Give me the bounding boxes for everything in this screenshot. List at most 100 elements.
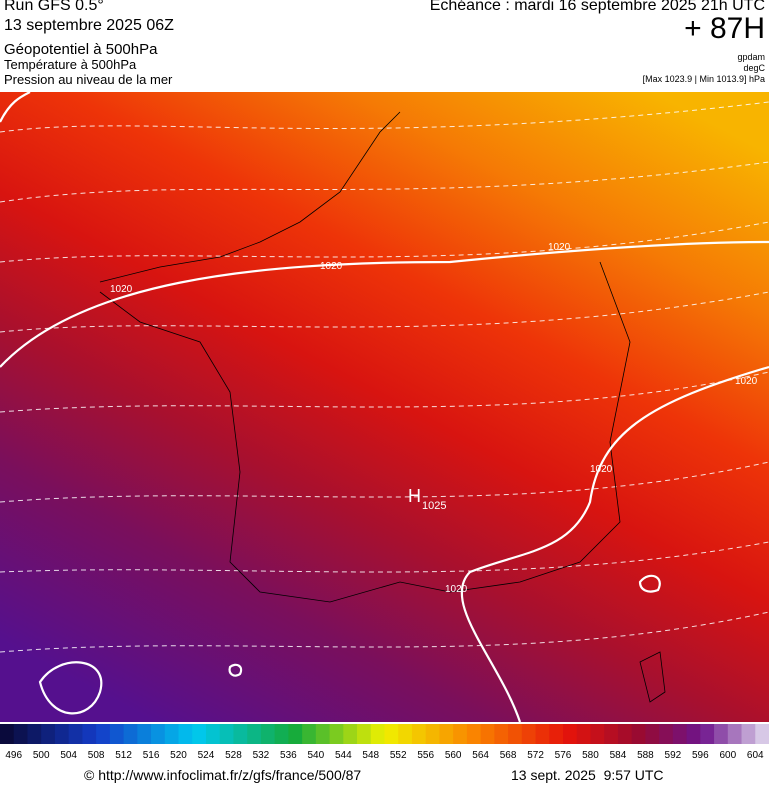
layer: Pression au niveau de la mer xyxy=(4,72,173,87)
colorbar-label: 548 xyxy=(362,750,379,761)
colorbar-swatch xyxy=(151,724,166,744)
colorbar-label: 512 xyxy=(115,750,132,761)
colorbar-swatch xyxy=(741,724,756,744)
source: © http://www.infoclimat.fr/z/gfs/france/… xyxy=(84,767,362,783)
colorbar-swatch xyxy=(700,724,715,744)
colorbar-swatch xyxy=(247,724,262,744)
isotherms xyxy=(0,101,769,653)
colorbar-swatch xyxy=(54,724,70,744)
unit: [Max 1023.9 | Min 1013.9] hPa xyxy=(642,74,765,84)
colorbar-swatch xyxy=(82,724,97,744)
colorbar-label: 584 xyxy=(610,750,627,761)
colorbar-label: 588 xyxy=(637,750,654,761)
colorbar-label: 596 xyxy=(692,750,709,761)
colorbar-swatch xyxy=(714,724,729,744)
colorbar-swatch xyxy=(398,724,413,744)
colorbar-swatch xyxy=(576,724,591,744)
colorbar-swatch xyxy=(659,724,674,744)
colorbar-label: 592 xyxy=(665,750,682,761)
colorbar-swatch xyxy=(686,724,701,744)
colorbar-swatch xyxy=(41,724,56,744)
colorbar-swatch xyxy=(508,724,523,744)
colorbar-swatch xyxy=(288,724,303,744)
colorbar-swatch xyxy=(494,724,509,744)
isobar-label: 1020 xyxy=(445,584,468,595)
colorbar-swatch xyxy=(755,724,769,744)
run-date: 13 septembre 2025 06Z xyxy=(4,17,174,34)
colorbar-label: 532 xyxy=(253,750,270,761)
coastlines xyxy=(99,111,666,703)
valid-time: Echéance : mardi 16 septembre 2025 21h U… xyxy=(429,0,765,14)
layer: Géopotentiel à 500hPa xyxy=(4,41,158,58)
colorbar-swatch xyxy=(329,724,344,744)
colorbar-swatch xyxy=(617,724,633,744)
colorbar-swatch xyxy=(219,724,234,744)
isobar-label: 1020 xyxy=(320,261,343,272)
colorbar-swatch xyxy=(521,724,537,744)
colorbar-swatch xyxy=(96,724,111,744)
colorbar-swatch xyxy=(343,724,358,744)
colorbar-swatch xyxy=(68,724,83,744)
colorbar-swatch xyxy=(480,724,495,744)
isobar-label: 1020 xyxy=(110,284,133,295)
colorbar-label: 516 xyxy=(143,750,160,761)
colorbar-swatch xyxy=(535,724,550,744)
isobars xyxy=(0,92,769,722)
colorbar-swatch xyxy=(370,724,385,744)
colorbar-swatch xyxy=(631,724,646,744)
colorbar-label: 576 xyxy=(555,750,572,761)
colorbar-swatch xyxy=(604,724,619,744)
colorbar-swatch xyxy=(0,724,15,744)
colorbar-label: 552 xyxy=(390,750,407,761)
colorbar-swatch xyxy=(645,724,660,744)
isobar-label: 1020 xyxy=(735,376,758,387)
colorbar-label: 568 xyxy=(500,750,517,761)
unit: gpdam xyxy=(737,52,765,62)
colorbar-swatch xyxy=(302,724,317,744)
lead-time: + 87H xyxy=(684,12,765,45)
layer: Température à 500hPa xyxy=(4,57,137,72)
colorbar-swatch xyxy=(411,724,427,744)
colorbar-label: 528 xyxy=(225,750,242,761)
colorbar-swatch xyxy=(425,724,440,744)
generated: 13 sept. 2025 9:57 UTC xyxy=(511,767,664,783)
isobar-label: 1020 xyxy=(590,464,613,475)
colorbar-label: 600 xyxy=(719,750,736,761)
colorbar: 496 500 504 508 512 516 520 524 528 532 536 540 544 5… xyxy=(0,724,769,761)
colorbar-swatch xyxy=(233,724,248,744)
high-marker: H xyxy=(408,486,421,506)
map: 1020 1020 1020 1020 1020 1020 H 1025 xyxy=(0,92,769,722)
colorbar-label: 540 xyxy=(307,750,324,761)
colorbar-label: 536 xyxy=(280,750,297,761)
run: Run GFS 0.5° xyxy=(4,0,104,14)
colorbar-label: 580 xyxy=(582,750,599,761)
colorbar-swatch xyxy=(672,724,688,744)
colorbar-label: 544 xyxy=(335,750,352,761)
colorbar-swatch xyxy=(727,724,743,744)
colorbar-label: 604 xyxy=(747,750,764,761)
colorbar-swatch xyxy=(563,724,578,744)
colorbar-label: 500 xyxy=(33,750,50,761)
colorbar-swatch xyxy=(466,724,482,744)
colorbar-swatch xyxy=(109,724,125,744)
colorbar-label: 564 xyxy=(472,750,489,761)
colorbar-swatch xyxy=(453,724,468,744)
colorbar-swatch xyxy=(164,724,180,744)
colorbar-label: 524 xyxy=(198,750,215,761)
colorbar-label: 508 xyxy=(88,750,105,761)
colorbar-label: 520 xyxy=(170,750,187,761)
isobar-label: 1020 xyxy=(548,242,571,253)
high-value: 1025 xyxy=(422,500,446,512)
colorbar-swatch xyxy=(27,724,42,744)
unit: degC xyxy=(743,63,765,73)
colorbar-swatch xyxy=(274,724,289,744)
colorbar-swatch xyxy=(590,724,605,744)
colorbar-swatch xyxy=(439,724,454,744)
colorbar-label: 504 xyxy=(60,750,77,761)
colorbar-swatch xyxy=(260,724,276,744)
colorbar-swatch xyxy=(137,724,152,744)
colorbar-label: 572 xyxy=(527,750,544,761)
colorbar-swatch xyxy=(357,724,372,744)
colorbar-label: 496 xyxy=(5,750,22,761)
